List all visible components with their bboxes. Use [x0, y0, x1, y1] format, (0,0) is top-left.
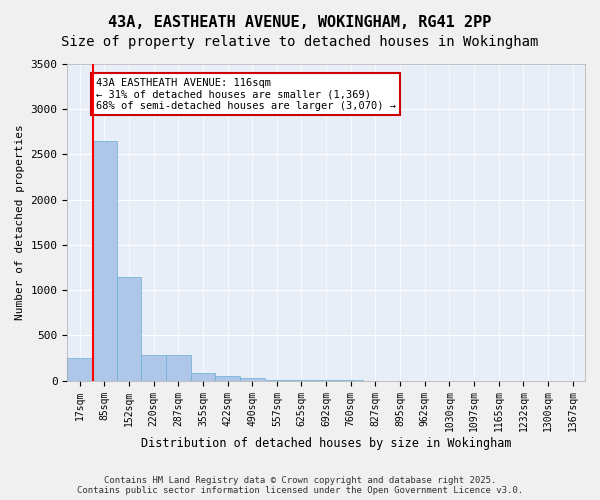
X-axis label: Distribution of detached houses by size in Wokingham: Distribution of detached houses by size …: [141, 437, 511, 450]
Text: 43A, EASTHEATH AVENUE, WOKINGHAM, RG41 2PP: 43A, EASTHEATH AVENUE, WOKINGHAM, RG41 2…: [109, 15, 491, 30]
Bar: [141, 356, 166, 380]
Bar: [67, 358, 92, 380]
Y-axis label: Number of detached properties: Number of detached properties: [15, 124, 25, 320]
Text: 43A EASTHEATH AVENUE: 116sqm
← 31% of detached houses are smaller (1,369)
68% of: 43A EASTHEATH AVENUE: 116sqm ← 31% of de…: [95, 78, 395, 111]
Text: Size of property relative to detached houses in Wokingham: Size of property relative to detached ho…: [61, 35, 539, 49]
Text: Contains HM Land Registry data © Crown copyright and database right 2025.
Contai: Contains HM Land Registry data © Crown c…: [77, 476, 523, 495]
Bar: [215, 376, 240, 380]
Bar: [191, 374, 215, 380]
Bar: [116, 276, 141, 380]
Bar: [92, 141, 116, 380]
Bar: [240, 378, 265, 380]
Bar: [166, 356, 191, 380]
